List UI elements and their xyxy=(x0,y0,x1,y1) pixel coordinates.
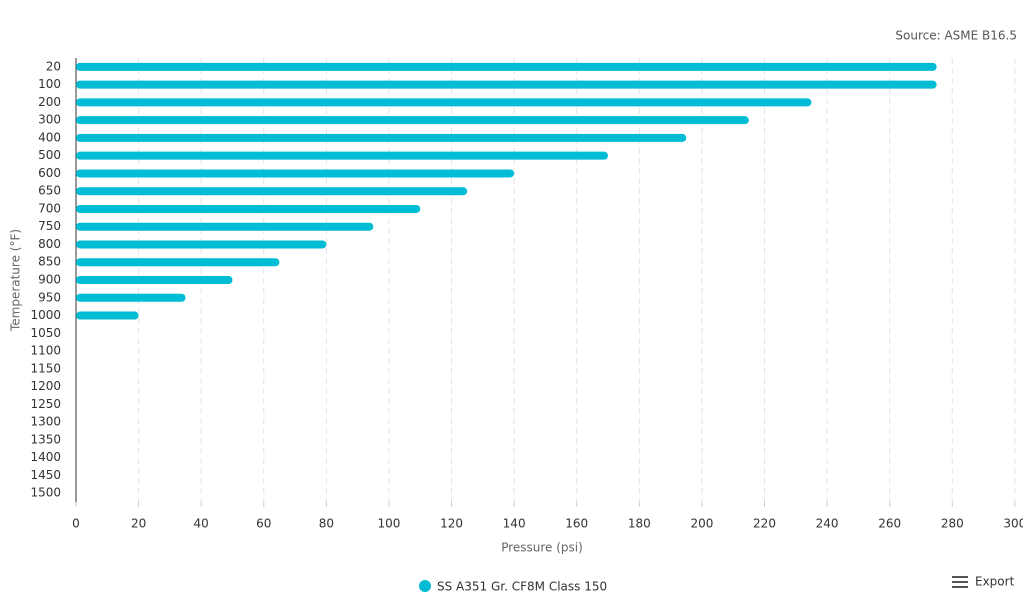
y-tick-label: 1450 xyxy=(30,468,61,482)
y-tick-label: 1100 xyxy=(30,344,61,358)
export-label[interactable]: Export xyxy=(975,575,1015,589)
x-tick-label: 0 xyxy=(72,517,80,531)
bar xyxy=(76,80,937,89)
y-tick-label: 100 xyxy=(38,77,61,91)
x-tick-label: 280 xyxy=(941,517,964,531)
export-icon-line xyxy=(952,586,968,588)
export-icon-line xyxy=(952,576,968,578)
x-tick-label: 200 xyxy=(690,517,713,531)
y-tick-label: 1200 xyxy=(30,379,61,393)
bar xyxy=(76,311,139,320)
y-tick-label: 650 xyxy=(38,184,61,198)
y-tick-label: 950 xyxy=(38,290,61,304)
bar xyxy=(76,62,937,71)
source-note: Source: ASME B16.5 xyxy=(895,29,1017,43)
y-tick-label: 750 xyxy=(38,219,61,233)
bar xyxy=(76,293,186,302)
bar xyxy=(76,169,515,178)
y-tick-label: 1500 xyxy=(30,486,61,500)
y-axis-title: Temperature (°F) xyxy=(9,229,23,332)
bar xyxy=(76,133,687,142)
y-tick-label: 1300 xyxy=(30,415,61,429)
y-tick-label: 900 xyxy=(38,273,61,287)
bar xyxy=(76,276,233,284)
x-tick-label: 240 xyxy=(816,517,839,531)
y-tick-label: 1000 xyxy=(30,308,61,322)
x-tick-label: 180 xyxy=(628,517,651,531)
y-tick-label: 20 xyxy=(46,59,61,73)
bar xyxy=(76,222,374,231)
y-tick-label: 800 xyxy=(38,237,61,251)
x-tick-label: 300 xyxy=(1003,517,1023,531)
x-tick-label: 100 xyxy=(378,517,401,531)
y-tick-label: 1350 xyxy=(30,432,61,446)
export-button[interactable]: Export xyxy=(950,575,1018,596)
y-tick-label: 700 xyxy=(38,201,61,215)
x-tick-label: 60 xyxy=(256,517,271,531)
y-tick-label: 600 xyxy=(38,166,61,180)
x-tick-label: 260 xyxy=(878,517,901,531)
export-icon-line xyxy=(952,581,968,583)
x-tick-label: 20 xyxy=(131,517,146,531)
bar xyxy=(76,151,609,160)
bar xyxy=(76,187,468,196)
x-tick-label: 160 xyxy=(565,517,588,531)
bar xyxy=(76,204,421,213)
x-tick-label: 40 xyxy=(194,517,209,531)
y-tick-label: 1150 xyxy=(30,361,61,375)
legend-label: SS A351 Gr. CF8M Class 150 xyxy=(437,580,607,594)
legend-swatch xyxy=(419,580,431,592)
bar xyxy=(76,240,327,249)
y-tick-label: 300 xyxy=(38,113,61,127)
x-axis-title: Pressure (psi) xyxy=(501,541,583,555)
y-tick-label: 1400 xyxy=(30,450,61,464)
x-tick-label: 120 xyxy=(440,517,463,531)
x-tick-label: 140 xyxy=(503,517,526,531)
y-tick-label: 500 xyxy=(38,148,61,162)
x-tick-label: 220 xyxy=(753,517,776,531)
bar xyxy=(76,98,812,107)
bar xyxy=(76,258,280,267)
bar xyxy=(76,116,749,125)
x-tick-label: 80 xyxy=(319,517,334,531)
y-tick-label: 200 xyxy=(38,95,61,109)
y-tick-label: 850 xyxy=(38,255,61,269)
y-tick-label: 400 xyxy=(38,130,61,144)
y-tick-label: 1050 xyxy=(30,326,61,340)
y-tick-label: 1250 xyxy=(30,397,61,411)
